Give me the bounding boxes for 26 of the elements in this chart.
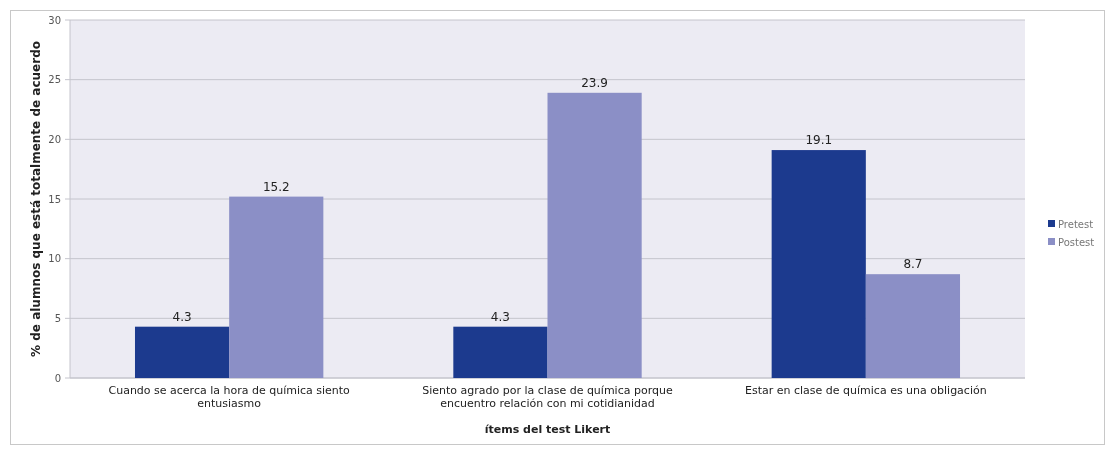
data-label: 4.3 <box>490 309 510 324</box>
legend-label: Pretest <box>1058 218 1094 230</box>
data-label: 19.1 <box>805 133 833 148</box>
data-label: 23.9 <box>581 75 608 90</box>
bar <box>865 274 961 378</box>
bar <box>453 326 548 378</box>
x-tick-label: Siento agrado por la clase de química porque encuentro relación con mi cotidianidad <box>422 384 673 410</box>
data-label: 4.3 <box>172 309 192 324</box>
x-tick-label: Cuando se acerca la hora de química siento entusiasmo <box>108 384 351 410</box>
bar <box>547 92 642 378</box>
y-tick-label: 5 <box>54 312 61 324</box>
legend-label: Postest <box>1058 236 1095 248</box>
y-tick-label: 0 <box>54 372 61 384</box>
data-label: 15.2 <box>262 179 290 194</box>
x-axis-title: ítems del test Likert <box>484 423 611 436</box>
y-tick-label: 15 <box>48 193 61 205</box>
y-tick-label: 25 <box>48 74 61 86</box>
bar <box>771 150 866 378</box>
x-tick-label: Estar en clase de química es una obligación <box>744 384 987 397</box>
y-tick-label: 10 <box>48 253 61 265</box>
bar <box>229 196 324 378</box>
data-label: 8.7 <box>903 257 923 272</box>
bar <box>134 326 230 378</box>
y-tick-label: 30 <box>48 14 61 26</box>
y-tick-label: 20 <box>48 133 61 145</box>
y-axis-title: % de alumnos que está totalmente de acuerdo <box>29 41 43 357</box>
